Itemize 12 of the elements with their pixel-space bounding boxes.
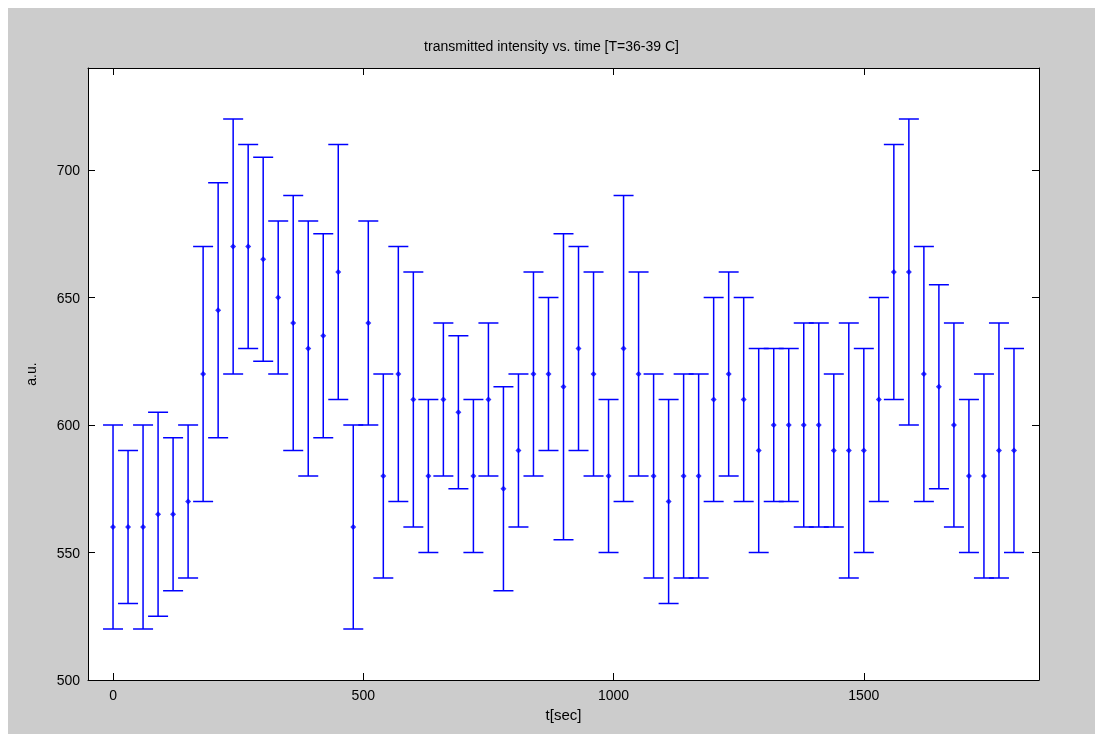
x-tick-label: 1500 — [848, 687, 880, 703]
y-tick-label: 650 — [56, 289, 81, 306]
x-tick-label: 1000 — [597, 687, 630, 703]
y-tick-label: 550 — [56, 544, 81, 561]
y-tick-label: 500 — [56, 672, 81, 688]
x-tick-label: 0 — [109, 687, 118, 703]
chart-title: transmitted intensity vs. time [T=36-39 C] — [424, 38, 679, 54]
x-axis-title: t[sec] — [545, 705, 582, 723]
x-tick-label: 500 — [351, 687, 376, 703]
y-tick-label: 700 — [56, 162, 81, 178]
y-axis-title: a.u. — [23, 362, 39, 386]
y-tick-label: 600 — [56, 417, 81, 433]
